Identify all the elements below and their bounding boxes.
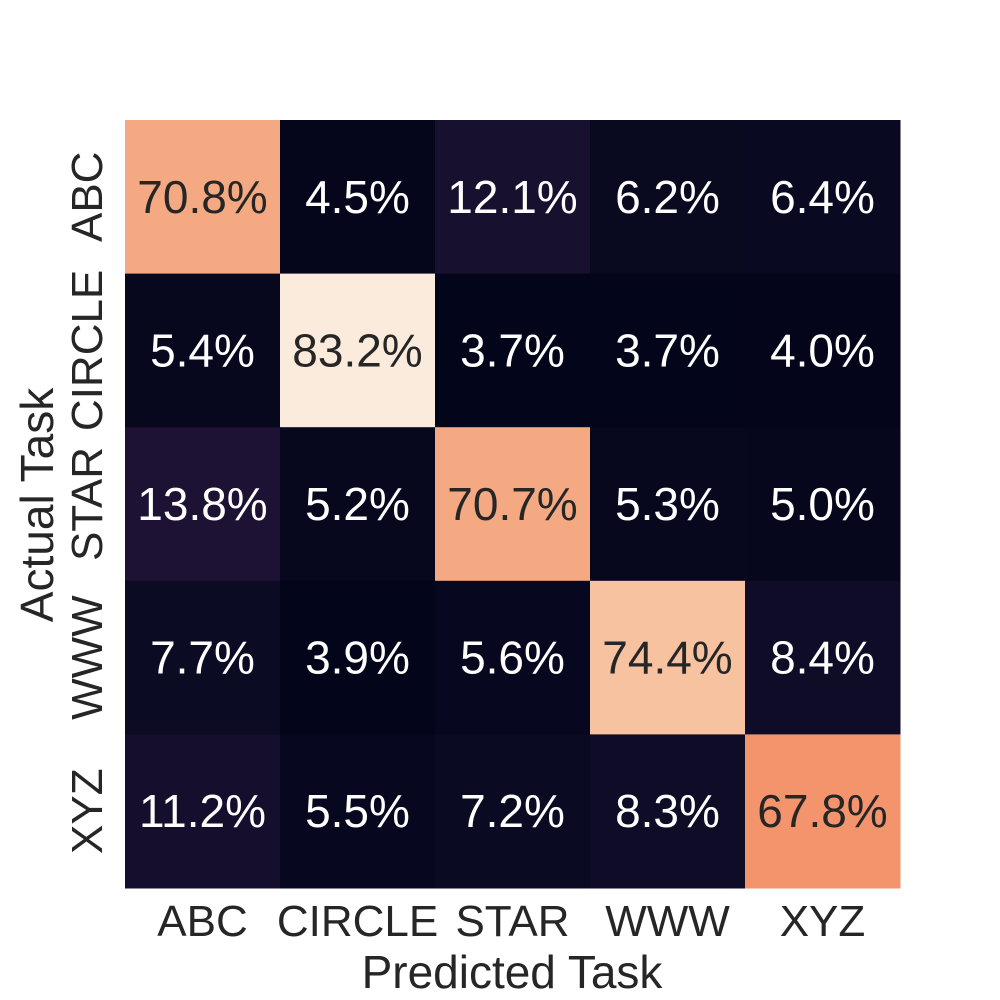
y-tick-labels: ABC CIRCLE STAR WWW XYZ — [63, 152, 112, 854]
heatmap-cell-star-www — [590, 427, 746, 582]
heatmap-cell-abc-circle — [280, 120, 436, 275]
heatmap-cell-abc-www — [590, 120, 746, 275]
heatmap-cell-star-circle — [280, 427, 436, 582]
cell-value-label: 5.0% — [770, 478, 875, 530]
heatmap-cell-www-abc — [125, 580, 281, 735]
cell-value-label: 70.8% — [137, 171, 267, 223]
cell-value-label: 5.3% — [615, 478, 720, 530]
heatmap-cell-xyz-circle — [280, 734, 436, 889]
heatmap-cell-xyz-xyz — [745, 734, 901, 889]
heatmap-cell-www-star — [435, 580, 591, 735]
y-tick-label: STAR — [63, 447, 112, 561]
cell-value-label: 6.2% — [615, 171, 720, 223]
heatmap-cell-xyz-abc — [125, 734, 281, 889]
y-tick-label: CIRCLE — [63, 270, 112, 431]
heatmap-cell-star-abc — [125, 427, 281, 582]
x-tick-labels: ABC CIRCLE STAR WWW XYZ — [157, 897, 865, 946]
x-tick-label: ABC — [157, 897, 247, 946]
y-tick-label: XYZ — [63, 768, 112, 854]
cell-value-label: 12.1% — [447, 171, 577, 223]
cell-value-label: 6.4% — [770, 171, 875, 223]
heatmap-cell-www-xyz — [745, 580, 901, 735]
x-tick-label: XYZ — [780, 897, 866, 946]
cell-value-label: 11.2% — [139, 785, 266, 837]
heatmap-cell-star-xyz — [745, 427, 901, 582]
heatmap-cell-circle-xyz — [745, 273, 901, 428]
cell-value-label: 8.3% — [615, 785, 720, 837]
x-tick-label: STAR — [455, 897, 569, 946]
cell-value-label: 3.7% — [615, 324, 720, 376]
heatmap-cell-circle-www — [590, 273, 746, 428]
cell-value-label: 70.7% — [447, 478, 577, 530]
heatmap-cell-www-www — [590, 580, 746, 735]
cell-value-label: 5.6% — [460, 632, 565, 684]
heatmap-cell-abc-abc — [125, 120, 281, 275]
cell-value-label: 7.7% — [150, 632, 255, 684]
heatmap-cells — [125, 120, 901, 889]
cell-value-label: 4.5% — [305, 171, 410, 223]
x-axis-label: Predicted Task — [362, 946, 664, 998]
cell-value-label: 74.4% — [602, 632, 732, 684]
heatmap-cell-abc-xyz — [745, 120, 901, 275]
heatmap-cell-circle-star — [435, 273, 591, 428]
cell-value-label: 3.9% — [305, 632, 410, 684]
y-tick-label: WWW — [63, 595, 112, 720]
heatmap-cell-star-star — [435, 427, 591, 582]
x-tick-label: WWW — [605, 897, 730, 946]
cell-value-label: 5.4% — [150, 324, 255, 376]
x-tick-label: CIRCLE — [277, 897, 438, 946]
heatmap-cell-xyz-star — [435, 734, 591, 889]
cell-value-label: 67.8% — [757, 785, 887, 837]
cell-value-label: 83.2% — [292, 324, 422, 376]
cell-value-label: 7.2% — [460, 785, 565, 837]
cell-value-label: 13.8% — [137, 478, 267, 530]
y-tick-label: ABC — [63, 152, 112, 242]
cell-value-label: 4.0% — [770, 324, 875, 376]
heatmap-cell-circle-circle — [280, 273, 436, 428]
heatmap-cell-labels: 70.8% 4.5% 12.1% 6.2% 6.4% 5.4% 83.2% 3.7% 3.7% 4… — [137, 171, 887, 837]
heatmap-cell-www-circle — [280, 580, 436, 735]
heatmap-cell-circle-abc — [125, 273, 281, 428]
cell-value-label: 5.2% — [305, 478, 410, 530]
y-axis-label: Actual Task — [11, 387, 63, 622]
cell-value-label: 5.5% — [305, 785, 410, 837]
heatmap-cell-abc-star — [435, 120, 591, 275]
cell-value-label: 3.7% — [460, 324, 565, 376]
heatmap-cell-xyz-www — [590, 734, 746, 889]
cell-value-label: 8.4% — [770, 632, 875, 684]
